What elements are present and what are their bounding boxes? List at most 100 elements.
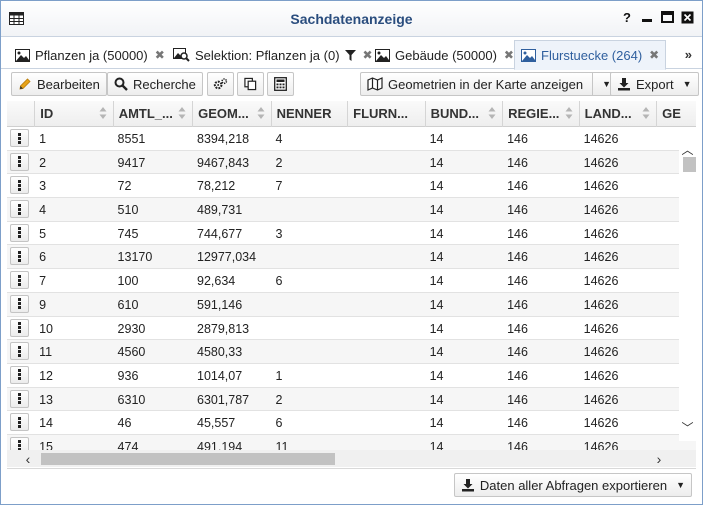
table-cell[interactable]: 6	[275, 274, 283, 289]
row-menu-button[interactable]	[10, 200, 29, 219]
table-cell[interactable]: 14	[429, 297, 444, 312]
row-menu-button[interactable]	[10, 271, 29, 290]
table-row[interactable]: 13 6310 6301,787 2 14 146 14626	[7, 387, 696, 412]
scroll-left-icon[interactable]: ‹	[25, 451, 31, 467]
table-cell[interactable]: 146	[507, 416, 528, 431]
title-bar[interactable]: Sachdatenanzeige ?	[1, 1, 702, 37]
table-cell[interactable]	[348, 269, 426, 292]
table-cell[interactable]: 2	[39, 155, 47, 170]
table-cell[interactable]: 591,146	[197, 297, 243, 312]
tab-flurstuecke[interactable]: Flurstuecke (264) ✖	[514, 40, 667, 70]
table-cell[interactable]: 146	[507, 321, 528, 336]
scrollbar-thumb[interactable]	[41, 453, 335, 465]
table-cell[interactable]: 14626	[583, 250, 619, 265]
table-cell[interactable]: 146	[507, 132, 528, 146]
table-cell[interactable]: 1	[39, 132, 47, 146]
table-cell[interactable]: 14626	[583, 416, 619, 431]
close-tab-icon[interactable]: ✖	[649, 48, 660, 62]
table-cell[interactable]: 14	[429, 250, 444, 265]
table-cell[interactable]: 610	[117, 297, 139, 312]
table-row[interactable]: 1 8551 8394,218 4 14 146 14626	[7, 127, 696, 151]
table-cell[interactable]: 146	[507, 274, 528, 289]
column-header[interactable]: GE	[657, 101, 696, 127]
table-cell[interactable]	[348, 151, 426, 174]
table-cell[interactable]: 14626	[583, 274, 619, 289]
table-cell[interactable]: 14626	[583, 368, 619, 383]
table-cell[interactable]	[348, 127, 426, 150]
table-cell[interactable]: 4560	[117, 345, 146, 360]
table-cell[interactable]: 14626	[583, 321, 619, 336]
table-cell[interactable]: 7	[275, 179, 283, 194]
table-cell[interactable]: 12	[39, 368, 53, 383]
table-cell[interactable]: 14626	[583, 132, 619, 146]
column-header[interactable]: NENNER	[272, 101, 349, 127]
table-cell[interactable]: 14	[429, 345, 444, 360]
table-cell[interactable]	[348, 340, 426, 363]
table-cell[interactable]	[348, 222, 426, 245]
row-menu-button[interactable]	[10, 247, 29, 266]
table-cell[interactable]: 14626	[583, 392, 619, 407]
table-cell[interactable]: 2	[275, 155, 283, 170]
table-cell[interactable]	[271, 340, 348, 363]
tab-selektion[interactable]: Selektion: Pflanzen ja (0) ✖	[167, 41, 379, 69]
table-cell[interactable]: 146	[507, 368, 528, 383]
close-tab-icon[interactable]: ✖	[503, 48, 514, 62]
row-menu-button[interactable]	[10, 365, 29, 384]
row-menu-button[interactable]	[10, 152, 29, 171]
close-button[interactable]	[680, 10, 694, 24]
table-cell[interactable]: 14	[429, 274, 444, 289]
table-cell[interactable]: 14626	[583, 203, 619, 218]
table-cell[interactable]: 3	[275, 226, 283, 241]
show-geometries-button[interactable]: Geometrien in der Karte anzeigen ▼	[360, 72, 619, 96]
table-cell[interactable]	[348, 198, 426, 221]
maximize-button[interactable]	[660, 10, 674, 24]
table-cell[interactable]: 2	[275, 392, 283, 407]
table-row[interactable]: 2 9417 9467,843 2 14 146 14626	[7, 150, 696, 175]
row-menu-button[interactable]	[10, 129, 29, 147]
scroll-right-icon[interactable]: ›	[656, 451, 662, 467]
table-row[interactable]: 10 2930 2879,813 14 146 14626	[7, 317, 696, 341]
table-cell[interactable]	[348, 245, 426, 268]
table-cell[interactable]: 72	[117, 179, 132, 194]
scroll-up-icon[interactable]: ︿	[681, 143, 694, 157]
table-row[interactable]: 6 13170 12977,034 14 146 14626	[7, 245, 696, 270]
table-cell[interactable]: 13170	[117, 250, 153, 265]
table-cell[interactable]: 510	[117, 203, 139, 218]
more-tabs-icon[interactable]: »	[684, 47, 692, 62]
column-header[interactable]: FLURN...	[348, 101, 426, 127]
table-cell[interactable]: 4	[39, 203, 47, 218]
close-tab-icon[interactable]: ✖	[362, 48, 373, 62]
column-header[interactable]: LAND...	[580, 101, 658, 127]
table-cell[interactable]: 1	[275, 368, 283, 383]
table-cell[interactable]: 7	[39, 274, 47, 289]
row-menu-button[interactable]	[10, 318, 29, 337]
table-cell[interactable]: 13	[39, 392, 53, 407]
settings-button[interactable]	[207, 72, 234, 96]
sort-icon[interactable]	[99, 106, 107, 120]
table-cell[interactable]: 936	[117, 368, 139, 383]
table-cell[interactable]	[271, 245, 348, 268]
table-cell[interactable]: 14	[39, 416, 53, 431]
table-cell[interactable]: 14626	[583, 297, 619, 312]
table-cell[interactable]: 45,557	[197, 416, 236, 431]
table-cell[interactable]: 146	[507, 226, 528, 241]
table-cell[interactable]: 46	[117, 416, 132, 431]
table-cell[interactable]	[271, 293, 348, 316]
table-cell[interactable]: 14	[429, 226, 444, 241]
column-header[interactable]: AMTL_...	[114, 101, 194, 127]
table-cell[interactable]: 14	[429, 155, 444, 170]
table-cell[interactable]: 2879,813	[197, 321, 250, 336]
edit-button[interactable]: Bearbeiten	[11, 72, 107, 96]
row-menu-button[interactable]	[10, 413, 29, 432]
table-cell[interactable]: 14	[429, 132, 444, 146]
row-menu-button[interactable]	[10, 294, 29, 313]
scroll-down-icon[interactable]: ﹀	[681, 421, 694, 435]
table-row[interactable]: 12 936 1014,07 1 14 146 14626	[7, 364, 696, 388]
table-cell[interactable]: 744,677	[197, 226, 243, 241]
table-cell[interactable]: 2930	[117, 321, 146, 336]
horizontal-scrollbar[interactable]: ‹ ›	[7, 450, 679, 467]
table-cell[interactable]	[348, 388, 426, 411]
table-row[interactable]: 7 100 92,634 6 14 146 14626	[7, 269, 696, 293]
table-cell[interactable]: 11	[39, 345, 53, 360]
vertical-scrollbar[interactable]: ︿ ﹀	[679, 127, 696, 441]
